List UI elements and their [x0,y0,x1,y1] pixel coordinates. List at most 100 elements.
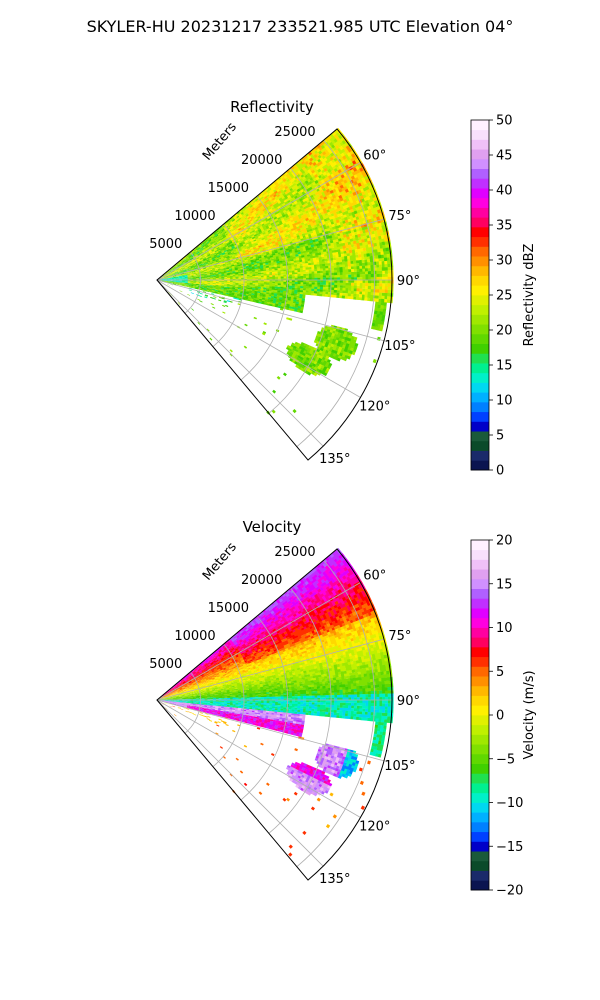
range-tick-label: 10000 [174,209,215,224]
radar-bin-group [159,127,394,303]
colorbar-swatch [471,275,489,286]
azimuth-ray [156,218,385,281]
colorbar-swatch [471,734,489,745]
colorbar-tick-label: 25 [496,289,513,304]
colorbar-tick-label: 30 [496,254,513,269]
range-tick-label: 25000 [274,125,315,140]
range-ring [268,167,332,414]
radar-bin-group [158,227,389,394]
colorbar-swatch [471,656,489,667]
colorbar-swatch [471,715,489,726]
colorbar-tick-label: 5 [496,665,504,680]
radar-bin-group [198,705,345,796]
radar-bin-group [337,752,353,779]
colorbar-swatch [471,333,489,345]
colorbar-tick-label: −15 [496,840,523,855]
colorbar-tick-label: −20 [496,884,523,899]
colorbar-swatch [471,246,489,257]
azimuth-tick-label: 120° [359,820,390,835]
radar-field [158,127,394,415]
azimuth-tick-label: 135° [319,872,350,887]
range-ring [240,615,288,801]
radar-field [158,547,394,857]
azimuth-ray [156,279,385,342]
colorbar-swatch [471,540,489,551]
colorbar-swatch [471,421,489,432]
range-tick-label: 15000 [208,181,249,196]
colorbar-swatch [471,637,489,648]
radar-bin-group [159,581,374,787]
range-tick-label: 20000 [241,573,282,588]
colorbar-swatch [471,295,489,306]
colorbar-swatch [471,792,489,803]
colorbar-swatch [471,851,489,862]
polar-grid [156,139,392,447]
colorbar-swatch [471,450,489,461]
colorbar-swatch [471,860,489,871]
azimuth-tick-label: 90° [397,274,420,289]
azimuth-tick-label: 60° [363,568,386,583]
colorbar: −20 −15 −10 −5 0 5 10 15 20 Velocity (m/s) [470,534,537,899]
colorbar-swatch [471,382,489,393]
colorbar-swatch [471,705,489,716]
colorbar-swatch [471,129,489,140]
radar-bin-group [162,654,392,700]
range-axis-label: Meters [200,540,240,584]
panel-title: Reflectivity [230,98,314,116]
colorbar-swatch [471,431,489,442]
polar-grid [156,559,392,867]
colorbar-swatch [471,666,489,677]
colorbar-swatch [471,236,489,247]
colorbar-swatch [471,168,489,179]
radar-bin-group [159,129,394,300]
colorbar-swatch [471,802,489,813]
azimuth-ray [156,699,361,818]
radar-bin-group [159,700,347,796]
azimuth-tick-label: 105° [384,339,415,354]
radar-bin-group [159,670,394,700]
colorbar-swatch [471,139,489,150]
colorbar-swatch [471,460,489,471]
azimuth-tick-label: 105° [384,759,415,774]
range-tick-label: 5000 [149,237,182,252]
colorbar-tick-label: 35 [496,219,513,234]
range-tick-label: 20000 [241,153,282,168]
colorbar-swatch [471,744,489,755]
colorbar-tick-label: 0 [496,709,504,724]
radar-bin-group [233,140,394,294]
range-tick-label: 5000 [149,657,182,672]
colorbar-swatch [471,149,489,160]
velocity-panel: Velocity 5000 10000 15000 20000 25000 Meters 60… [149,518,537,899]
colorbar-tick-label: 5 [496,429,504,444]
colorbar-tick-label: 45 [496,149,513,164]
colorbar-swatch [471,569,489,580]
colorbar-swatch [471,392,489,403]
colorbar-swatch [471,188,489,199]
colorbar-swatch [471,646,489,658]
colorbar-swatch [471,588,489,599]
colorbar-swatch [471,578,489,590]
azimuth-ray [156,699,324,867]
radar-bin-group [159,635,390,700]
radar-bin-group [159,618,388,705]
colorbar-swatch [471,343,489,354]
colorbar: 0 5 10 15 20 25 30 35 40 45 50 Reflectivity dBZ [470,114,537,479]
colorbar-swatch [471,324,489,335]
colorbar-tick-label: 10 [496,621,513,636]
panel-title: Velocity [243,518,302,536]
reflectivity-panel: Reflectivity 5000 10000 15000 20000 25000 Mete… [149,98,537,479]
range-tick-label: 25000 [274,545,315,560]
colorbar-swatch [471,549,489,560]
range-ring [296,559,375,867]
colorbar-swatch [471,158,489,170]
colorbar-tick-label: −5 [496,752,515,767]
azimuth-tick-label: 75° [388,209,411,224]
azimuth-ray [156,279,361,398]
colorbar-swatch [471,753,489,765]
range-ring [240,195,288,381]
range-tick-label: 10000 [174,629,215,644]
colorbar-swatch [471,363,489,374]
range-ring [212,643,245,767]
radar-bin-group [189,134,394,293]
